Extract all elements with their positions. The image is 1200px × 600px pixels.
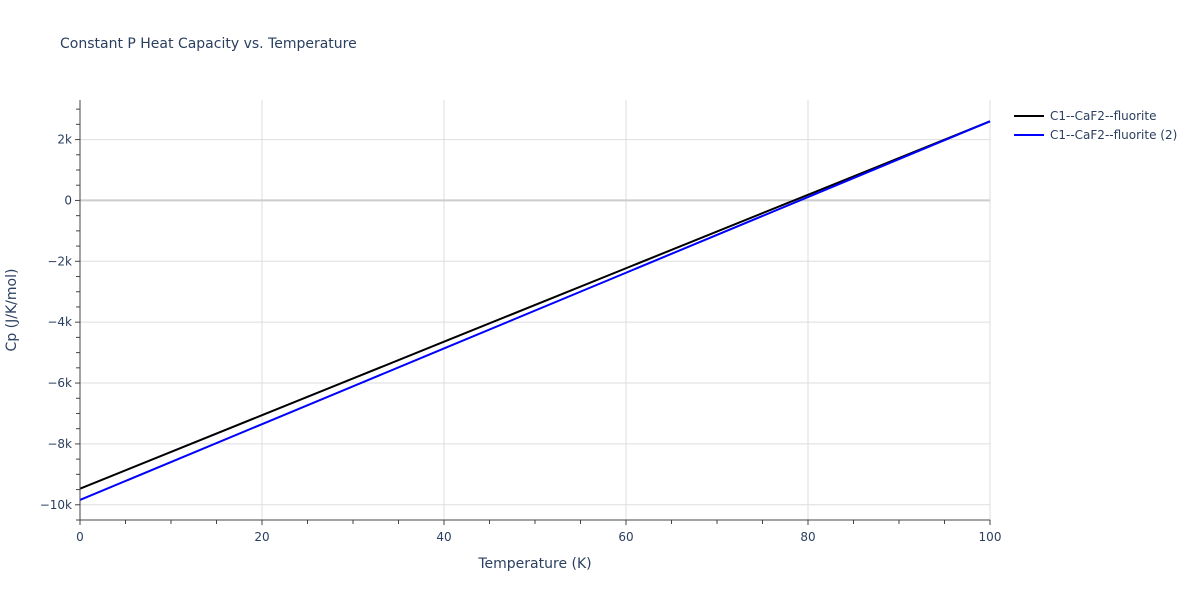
y-tick-label: −8k xyxy=(47,437,72,451)
legend-label: C1--CaF2--fluorite xyxy=(1050,108,1157,123)
x-axis-title: Temperature (K) xyxy=(477,556,591,572)
legend-line-icon xyxy=(1014,133,1044,136)
x-tick-label: 0 xyxy=(76,530,84,544)
plot-lines xyxy=(79,120,991,501)
y-tick-label: −2k xyxy=(47,254,72,268)
series-line-1 xyxy=(79,120,991,490)
y-tick-label: 0 xyxy=(64,193,72,207)
legend-line-icon xyxy=(1014,114,1044,117)
chart-title: Constant P Heat Capacity vs. Temperature xyxy=(60,36,357,52)
x-tick-label: 20 xyxy=(254,530,269,544)
legend: C1--CaF2--fluorite C1--CaF2--fluorite (2… xyxy=(1014,106,1177,144)
y-tick-label: −6k xyxy=(47,376,72,390)
series-line-2 xyxy=(79,120,991,501)
x-tick-label: 100 xyxy=(979,530,1002,544)
x-tick-label: 40 xyxy=(436,530,451,544)
axes: 0 20 40 60 80 100 2k 0 −2k −4k −6k −8k −10k xyxy=(40,100,1002,544)
legend-item-series-2[interactable]: C1--CaF2--fluorite (2) xyxy=(1014,125,1177,144)
x-tick-label: 80 xyxy=(800,530,815,544)
legend-item-series-1[interactable]: C1--CaF2--fluorite xyxy=(1014,106,1177,125)
y-tick-label: 2k xyxy=(57,133,72,147)
x-tick-label: 60 xyxy=(618,530,633,544)
y-axis-title: Cp (J/K/mol) xyxy=(4,269,20,352)
y-tick-label: −10k xyxy=(40,498,72,512)
legend-label: C1--CaF2--fluorite (2) xyxy=(1050,127,1178,142)
y-tick-label: −4k xyxy=(47,315,72,329)
gridlines xyxy=(80,100,991,520)
